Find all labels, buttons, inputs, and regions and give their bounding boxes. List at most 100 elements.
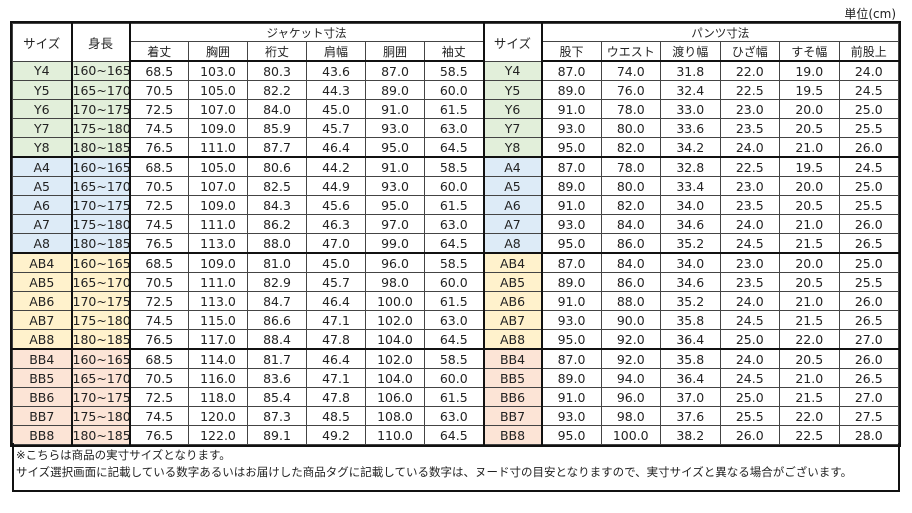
size-cell: BB7 xyxy=(12,406,73,426)
jacket-value-cell: 45.7 xyxy=(306,118,366,138)
table-row: BB7 175~180 74.5 120.0 87.3 48.5 108.0 63.0 BB7 9… xyxy=(12,406,900,426)
jacket-value-cell: 63.0 xyxy=(424,214,485,234)
pants-value-cell: 21.5 xyxy=(779,387,840,407)
pants-value-cell: 91.0 xyxy=(541,195,602,215)
jacket-value-cell: 60.0 xyxy=(424,272,485,292)
jacket-value-cell: 81.0 xyxy=(247,252,307,273)
jacket-value-cell: 122.0 xyxy=(188,425,248,445)
pants-value-cell: 80.0 xyxy=(600,118,661,138)
pants-value-cell: 95.0 xyxy=(541,329,602,350)
pants-value-cell: 24.0 xyxy=(719,137,780,158)
jacket-value-cell: 89.1 xyxy=(247,425,307,445)
jacket-value-cell: 68.5 xyxy=(129,348,189,369)
table-row: Y8 180~185 76.5 111.0 87.7 46.4 95.0 64.5 Y8 95.0… xyxy=(12,137,900,158)
jacket-value-cell: 70.5 xyxy=(129,272,189,292)
pants-col-header: 前股上 xyxy=(838,41,900,62)
table-row: Y6 170~175 72.5 107.0 84.0 45.0 91.0 61.5 Y6 91.0… xyxy=(12,99,900,119)
jacket-value-cell: 96.0 xyxy=(365,252,425,273)
pants-value-cell: 76.0 xyxy=(600,80,661,100)
pants-value-cell: 87.0 xyxy=(541,348,602,369)
pants-value-cell: 80.0 xyxy=(600,176,661,196)
pants-value-cell: 23.5 xyxy=(719,195,780,215)
jacket-col-header: 裄丈 xyxy=(247,41,307,62)
size-cell: AB4 xyxy=(12,252,73,273)
jacket-value-cell: 109.0 xyxy=(188,195,248,215)
pants-value-cell: 24.5 xyxy=(838,156,900,177)
jacket-col-header: 肩幅 xyxy=(306,41,366,62)
table-row: AB7 175~180 74.5 115.0 86.6 47.1 102.0 63.0 AB7 9… xyxy=(12,310,900,330)
table-row: Y7 175~180 74.5 109.0 85.9 45.7 93.0 63.0 Y7 93.0… xyxy=(12,118,900,138)
jacket-value-cell: 88.0 xyxy=(247,233,307,254)
size-cell: A7 xyxy=(12,214,73,234)
height-cell: 160~165 xyxy=(71,60,131,81)
pants-size-cell: A8 xyxy=(483,233,543,254)
table-row: A7 175~180 74.5 111.0 86.2 46.3 97.0 63.0 A7 93.0… xyxy=(12,214,900,234)
pants-col-header: すそ幅 xyxy=(779,41,840,62)
jacket-value-cell: 44.3 xyxy=(306,80,366,100)
pants-value-cell: 74.0 xyxy=(600,60,661,81)
pants-value-cell: 24.5 xyxy=(838,80,900,100)
jacket-value-cell: 68.5 xyxy=(129,60,189,81)
pants-value-cell: 36.4 xyxy=(660,368,721,388)
jacket-value-cell: 99.0 xyxy=(365,233,425,254)
jacket-value-cell: 106.0 xyxy=(365,387,425,407)
table-row: Y5 165~170 70.5 105.0 82.2 44.3 89.0 60.0 Y5 89.0… xyxy=(12,80,900,100)
size-cell: Y8 xyxy=(12,137,73,158)
jacket-col-header: 胸囲 xyxy=(188,41,248,62)
jacket-value-cell: 74.5 xyxy=(129,310,189,330)
jacket-value-cell: 86.6 xyxy=(247,310,307,330)
pants-value-cell: 91.0 xyxy=(541,387,602,407)
jacket-value-cell: 84.7 xyxy=(247,291,307,311)
pants-value-cell: 86.0 xyxy=(600,272,661,292)
pants-value-cell: 23.0 xyxy=(719,176,780,196)
height-cell: 160~165 xyxy=(71,252,131,273)
height-cell: 170~175 xyxy=(71,291,131,311)
jacket-value-cell: 64.5 xyxy=(424,137,485,158)
jacket-value-cell: 76.5 xyxy=(129,329,189,350)
table-row: A5 165~170 70.5 107.0 82.5 44.9 93.0 60.0 A5 89.0… xyxy=(12,176,900,196)
jacket-value-cell: 61.5 xyxy=(424,291,485,311)
size-cell: Y5 xyxy=(12,80,73,100)
pants-size-cell: BB7 xyxy=(483,406,543,426)
jacket-value-cell: 111.0 xyxy=(188,137,248,158)
pants-value-cell: 21.0 xyxy=(779,214,840,234)
pants-value-cell: 86.0 xyxy=(600,233,661,254)
pants-value-cell: 94.0 xyxy=(600,368,661,388)
jacket-value-cell: 63.0 xyxy=(424,406,485,426)
jacket-value-cell: 72.5 xyxy=(129,99,189,119)
pants-value-cell: 35.2 xyxy=(660,291,721,311)
table-row: AB6 170~175 72.5 113.0 84.7 46.4 100.0 61.5 AB6 9… xyxy=(12,291,900,311)
pants-value-cell: 19.5 xyxy=(779,156,840,177)
pants-value-cell: 89.0 xyxy=(541,80,602,100)
pants-value-cell: 19.5 xyxy=(779,80,840,100)
size-cell: AB7 xyxy=(12,310,73,330)
pants-value-cell: 23.0 xyxy=(719,252,780,273)
pants-value-cell: 93.0 xyxy=(541,214,602,234)
jacket-value-cell: 46.3 xyxy=(306,214,366,234)
jacket-value-cell: 47.1 xyxy=(306,310,366,330)
pants-value-cell: 34.6 xyxy=(660,272,721,292)
table-row: AB8 180~185 76.5 117.0 88.4 47.8 104.0 64.5 AB8 9… xyxy=(12,329,900,350)
pants-value-cell: 87.0 xyxy=(541,252,602,273)
pants-value-cell: 87.0 xyxy=(541,60,602,81)
jacket-value-cell: 115.0 xyxy=(188,310,248,330)
pants-value-cell: 27.0 xyxy=(838,329,900,350)
jacket-value-cell: 105.0 xyxy=(188,80,248,100)
table-row: BB8 180~185 76.5 122.0 89.1 49.2 110.0 64.5 BB8 9… xyxy=(12,425,900,445)
pants-size-cell: AB6 xyxy=(483,291,543,311)
jacket-value-cell: 87.7 xyxy=(247,137,307,158)
jacket-value-cell: 111.0 xyxy=(188,214,248,234)
jacket-value-cell: 64.5 xyxy=(424,329,485,350)
jacket-col-header: 着丈 xyxy=(129,41,189,62)
pants-value-cell: 27.5 xyxy=(838,406,900,426)
pants-value-cell: 78.0 xyxy=(600,156,661,177)
pants-value-cell: 22.0 xyxy=(719,60,780,81)
pants-value-cell: 28.0 xyxy=(838,425,900,445)
pants-value-cell: 26.0 xyxy=(838,214,900,234)
height-cell: 170~175 xyxy=(71,99,131,119)
pants-value-cell: 89.0 xyxy=(541,368,602,388)
pants-value-cell: 20.0 xyxy=(779,252,840,273)
pants-value-cell: 98.0 xyxy=(600,406,661,426)
pants-size-cell: BB5 xyxy=(483,368,543,388)
size-cell: A6 xyxy=(12,195,73,215)
